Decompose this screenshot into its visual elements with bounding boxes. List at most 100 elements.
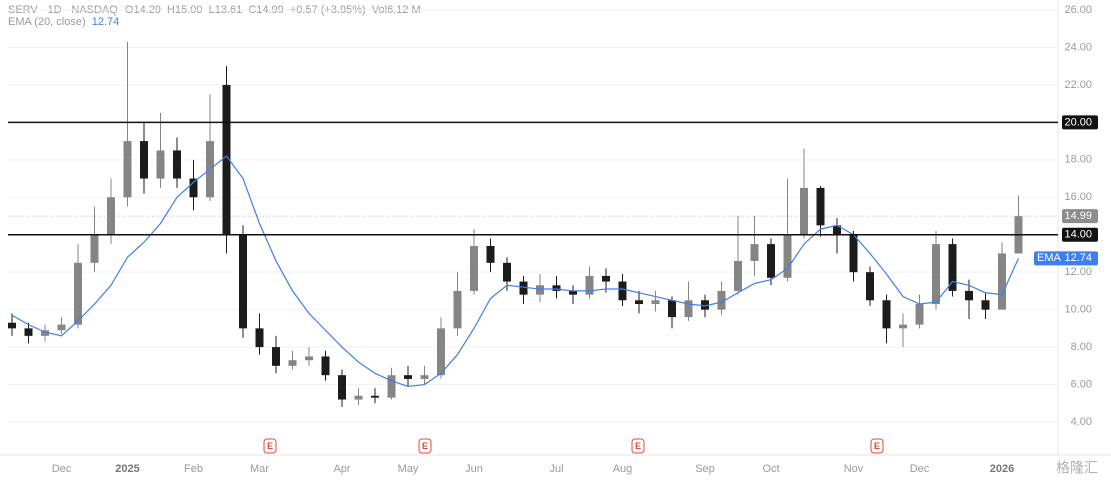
indicator-value: 12.74 (92, 16, 120, 28)
candle-body (536, 285, 544, 295)
earnings-marker-label: E (635, 441, 641, 451)
x-tick-label: May (398, 463, 419, 475)
x-tick-label: Jul (549, 463, 563, 475)
last-price-badge (1062, 209, 1098, 224)
candle-body (668, 300, 676, 318)
ema-line (11, 155, 1020, 388)
candle-body (965, 290, 973, 301)
earnings-marker (870, 438, 884, 454)
x-tick-label: Aug (613, 463, 633, 475)
candle-body (107, 197, 115, 235)
candle-body (222, 84, 231, 235)
y-tick-label: 18.00 (1064, 154, 1092, 166)
x-tick-label: Dec (52, 463, 72, 475)
earnings-marker-label: E (874, 441, 880, 451)
candle-body (354, 395, 363, 400)
candle-body (420, 375, 429, 379)
candle-body (618, 281, 627, 301)
candle-body (24, 328, 33, 336)
y-tick-label: 16.00 (1064, 191, 1092, 203)
x-tick-label: Oct (762, 463, 779, 475)
y-tick-label: 24.00 (1064, 41, 1092, 53)
ema-badge (1034, 251, 1098, 266)
candle-body (437, 328, 445, 376)
x-tick-label: Dec (910, 463, 930, 475)
candle-body (767, 244, 775, 278)
candle-body (866, 272, 874, 301)
candle-body (486, 245, 495, 263)
earnings-marker-label: E (267, 441, 273, 451)
candle-body (981, 300, 990, 310)
y-tick-label: 22.00 (1064, 79, 1092, 91)
indicator-name: EMA (20, close) (8, 16, 86, 28)
y-tick-label: 6.00 (1071, 378, 1092, 390)
candle-body (140, 141, 148, 179)
level-label: 14.00 (1064, 229, 1092, 241)
candle-body (239, 234, 247, 329)
candle-body (371, 395, 379, 398)
candle-body (321, 356, 330, 376)
ema-badge-name: EMA (1037, 252, 1062, 264)
candle-body (734, 260, 742, 291)
earnings-marker (631, 438, 645, 454)
candle-body (123, 141, 132, 198)
candle-body (684, 300, 693, 318)
y-tick-label: 10.00 (1064, 304, 1092, 316)
candle-body (552, 285, 561, 291)
x-tick-label: 2026 (990, 463, 1014, 475)
candle-body (338, 375, 346, 400)
candle-body (585, 275, 594, 295)
candle-body (948, 244, 957, 291)
last-price-label: 14.99 (1064, 210, 1092, 222)
candle-body (173, 150, 181, 179)
level-label: 20.00 (1064, 116, 1092, 128)
candle-body (899, 324, 907, 329)
level-badge (1062, 115, 1098, 130)
candle-body (288, 360, 297, 366)
candle-body (569, 290, 577, 295)
candle-body (519, 281, 528, 295)
x-tick-label: Apr (333, 463, 350, 475)
x-tick-label: Feb (184, 463, 203, 475)
candle-body (90, 234, 99, 263)
candle-body (189, 178, 198, 198)
candle-body (602, 275, 610, 282)
earnings-marker (418, 438, 432, 454)
candle-body (8, 322, 16, 329)
level-badge (1062, 227, 1098, 242)
earnings-marker (263, 438, 277, 454)
y-tick-label: 4.00 (1071, 416, 1092, 428)
x-tick-label: 2025 (115, 463, 139, 475)
indicator-legend: EMA (20, close) 12.74 (8, 16, 119, 28)
candle-body (849, 234, 858, 273)
x-tick-label: Nov (844, 463, 864, 475)
candle-body (41, 330, 49, 336)
candle-body (833, 225, 841, 235)
candle-body (783, 234, 792, 278)
candle-body (156, 150, 165, 179)
candle-body (701, 300, 709, 310)
candle-body (387, 375, 396, 398)
ema-badge-value: 12.74 (1064, 252, 1092, 264)
candle-body (998, 253, 1006, 310)
candle-body (74, 262, 82, 325)
candle-body (503, 262, 511, 282)
candle-body (453, 290, 462, 329)
candle-body (305, 356, 313, 361)
candle-body (255, 328, 264, 348)
candle-body (717, 290, 726, 310)
candle-body (882, 300, 891, 329)
candle-body (915, 304, 924, 325)
candle-body (800, 187, 808, 235)
candle-body (470, 245, 478, 291)
candle-body (57, 324, 66, 331)
x-tick-label: Jun (465, 463, 483, 475)
candle-body (750, 244, 759, 261)
y-tick-label: 26.00 (1064, 4, 1092, 16)
candle-body (651, 300, 660, 305)
candle-body (816, 187, 825, 226)
candle-body (404, 375, 412, 379)
candle-body (272, 347, 280, 366)
